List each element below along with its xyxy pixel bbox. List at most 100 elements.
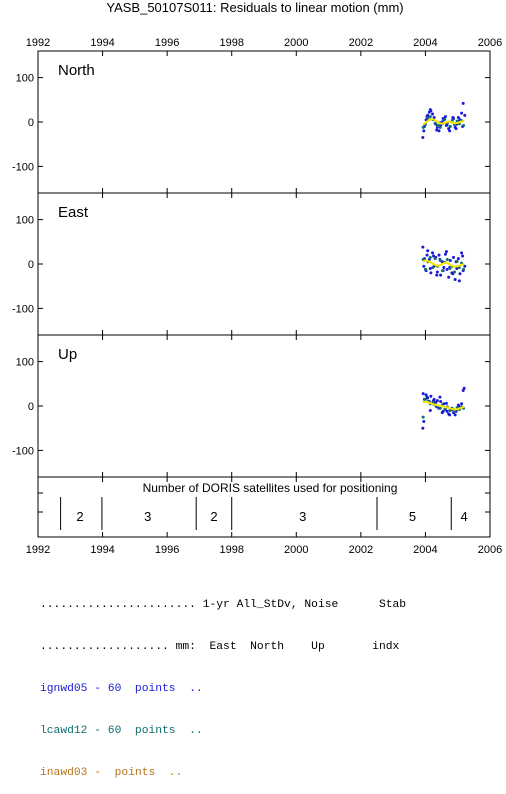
data-point-lcawd12	[455, 259, 459, 263]
legend: ....................... 1-yr All_StDv, N…	[40, 570, 406, 794]
legend-header-1: ....................... 1-yr All_StDv, N…	[40, 599, 407, 611]
data-point-ignwd05	[437, 129, 441, 133]
data-point-lcawd12	[438, 406, 442, 410]
satellite-count: 5	[409, 509, 416, 524]
data-point-ignwd05	[444, 124, 448, 128]
data-point-lcawd12	[438, 258, 442, 262]
satellite-panel: Number of DORIS satellites used for posi…	[26, 476, 502, 556]
data-point-ignwd05	[456, 116, 460, 120]
data-point-ignwd05	[460, 251, 464, 255]
x-tick-label-top: 1994	[90, 37, 114, 49]
data-point-lcawd12	[443, 408, 447, 412]
data-point-ignwd05	[421, 426, 425, 430]
y-tick-label: -100	[12, 161, 34, 173]
data-point-ignwd05	[463, 113, 467, 117]
panel-label: East	[58, 204, 89, 221]
data-point-lcawd12	[438, 125, 442, 129]
data-point-ignwd05	[435, 270, 439, 274]
x-tick-label-top: 1998	[219, 37, 243, 49]
data-point-lcawd12	[423, 397, 427, 401]
data-point-ignwd05	[444, 401, 448, 405]
chart-panels: 1992 1994 1996 1998 2000 2002 2004 2006 100 0 -100…	[12, 37, 502, 478]
data-point-ignwd05	[429, 271, 433, 275]
panel-frame	[37, 50, 491, 194]
data-point-ignwd05	[439, 273, 443, 277]
x-tick-label-bottom: 1994	[90, 544, 114, 556]
data-point-ignwd05	[456, 257, 460, 261]
data-point-ignwd05	[421, 136, 425, 140]
data-point-ignwd05	[445, 409, 449, 413]
data-point-lcawd12	[450, 118, 454, 122]
data-point-ignwd05	[425, 395, 429, 399]
y-tick-label: 0	[28, 117, 34, 129]
x-tick-label-top: 2000	[284, 37, 308, 49]
x-tick-label-bottom: 1996	[155, 544, 179, 556]
x-tick-label-bottom: 2006	[478, 544, 502, 556]
data-point-ignwd05	[422, 420, 426, 424]
data-point-lcawd12	[421, 125, 425, 129]
data-point-ignwd05	[435, 273, 439, 277]
satellite-title: Number of DORIS satellites used for posi…	[143, 481, 398, 495]
panel-frame	[37, 334, 491, 478]
data-point-lcawd12	[443, 117, 447, 121]
x-tick-label-top: 2002	[349, 37, 373, 49]
data-point-ignwd05	[458, 272, 462, 276]
data-point-ignwd05	[421, 392, 425, 396]
y-tick-label: 100	[16, 215, 34, 227]
data-point-ignwd05	[428, 108, 432, 112]
data-point-lcawd12	[448, 124, 452, 128]
data-point-ignwd05	[448, 129, 452, 133]
data-point-ignwd05	[447, 275, 451, 279]
data-point-ignwd05	[426, 249, 430, 253]
data-point-ignwd05	[448, 258, 452, 262]
panel-east: 100 0 -100 East	[12, 192, 491, 336]
data-point-ignwd05	[454, 127, 458, 131]
data-point-ignwd05	[452, 255, 456, 259]
data-point-ignwd05	[425, 253, 429, 257]
x-tick-label-bottom: 1998	[219, 544, 243, 556]
satellite-count: 2	[210, 509, 217, 524]
data-point-ignwd05	[463, 264, 467, 268]
data-point-lcawd12	[441, 269, 445, 273]
data-point-ignwd05	[460, 402, 464, 406]
panel-label: Up	[58, 346, 77, 363]
data-point-lcawd12	[428, 255, 432, 259]
trend-line	[422, 259, 465, 268]
x-tick-label-bottom: 2000	[284, 544, 308, 556]
satellite-frame	[37, 476, 491, 538]
legend-row-ignwd05: ignwd05 - 60 points ..	[40, 683, 203, 695]
y-tick-label: 100	[16, 357, 34, 369]
data-point-lcawd12	[462, 124, 466, 128]
data-point-lcawd12	[445, 258, 449, 262]
data-point-ignwd05	[461, 254, 465, 258]
data-point-ignwd05	[431, 251, 435, 255]
residuals-chart: YASB_50107S011: Residuals to linear moti…	[12, 0, 502, 556]
data-point-ignwd05	[442, 266, 446, 270]
data-point-ignwd05	[461, 101, 465, 105]
panel-up: 100 0 -100 Up	[12, 334, 491, 478]
data-point-ignwd05	[457, 279, 461, 283]
satellite-count: 2	[76, 509, 83, 524]
data-point-ignwd05	[462, 386, 466, 390]
data-point-ignwd05	[437, 253, 441, 257]
data-point-ignwd05	[422, 264, 426, 268]
satellite-count: 3	[299, 509, 306, 524]
data-point-ignwd05	[445, 267, 449, 271]
y-tick-label: 0	[28, 259, 34, 271]
data-point-ignwd05	[443, 115, 447, 119]
y-tick-label: -100	[12, 303, 34, 315]
legend-header-2: ................... mm: East North Up in…	[40, 641, 400, 653]
data-point-ignwd05	[455, 266, 459, 270]
panel-north: 100 0 -100 North	[12, 50, 491, 194]
x-tick-label-top: 1996	[155, 37, 179, 49]
data-point-ignwd05	[435, 399, 439, 403]
panel-label: North	[58, 62, 95, 79]
y-tick-label: -100	[12, 445, 34, 457]
satellite-count: 4	[461, 509, 468, 524]
x-tick-label-bottom: 1992	[26, 544, 50, 556]
legend-row-inawd03: inawd03 - points ..	[40, 767, 183, 779]
data-point-lcawd12	[448, 266, 452, 270]
data-point-ignwd05	[429, 394, 433, 398]
trend-line	[422, 117, 465, 126]
data-point-lcawd12	[436, 124, 440, 128]
